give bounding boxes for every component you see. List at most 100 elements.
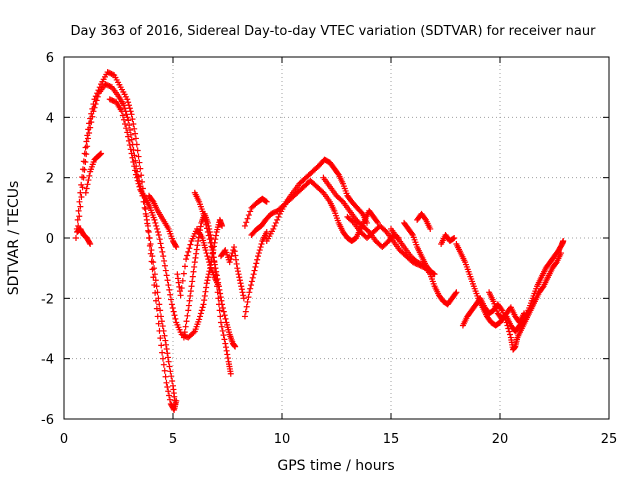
data-point — [191, 259, 198, 266]
data-point — [274, 216, 281, 223]
data-point — [156, 236, 163, 243]
data-point — [176, 288, 183, 295]
data-point — [249, 274, 256, 281]
data-point — [76, 198, 83, 205]
data-point — [120, 116, 127, 123]
data-point — [141, 204, 148, 211]
data-point — [520, 310, 527, 317]
data-point — [221, 336, 228, 343]
data-point — [552, 260, 559, 267]
data-point — [165, 388, 172, 395]
data-point — [124, 129, 131, 136]
data-point — [154, 228, 161, 235]
data-point — [205, 232, 212, 239]
data-point — [201, 292, 208, 299]
data-point — [233, 256, 240, 263]
data-point — [122, 120, 129, 127]
data-point — [422, 215, 429, 222]
data-point — [152, 277, 159, 284]
data-point — [205, 256, 212, 263]
data-point — [238, 286, 245, 293]
data-point — [227, 370, 234, 377]
data-point — [159, 248, 166, 255]
data-point — [238, 283, 245, 290]
data-point — [153, 305, 160, 312]
data-point — [164, 350, 171, 357]
data-point — [216, 286, 223, 293]
data-point — [75, 207, 82, 214]
data-point — [161, 367, 168, 374]
data-point — [159, 349, 166, 356]
data-point — [218, 297, 225, 304]
data-point — [103, 81, 110, 88]
data-point — [194, 242, 201, 249]
data-point — [228, 253, 235, 260]
data-point — [180, 334, 187, 341]
data-point — [219, 222, 226, 229]
series-arc-f — [146, 192, 180, 251]
data-point — [135, 180, 142, 187]
chart-title: Day 363 of 2016, Sidereal Day-to-day VTE… — [71, 24, 597, 39]
data-point — [135, 153, 142, 160]
data-point — [200, 301, 207, 308]
data-point — [160, 327, 167, 334]
data-point — [183, 256, 190, 263]
y-tick-label: -2 — [41, 292, 54, 307]
data-point — [232, 343, 239, 350]
series-arc-d — [74, 225, 94, 248]
data-point — [129, 116, 136, 123]
x-tick-label: 15 — [383, 432, 400, 447]
data-point — [248, 282, 255, 289]
data-point — [151, 265, 158, 272]
data-point — [106, 96, 113, 103]
data-point — [232, 252, 239, 259]
data-point — [269, 210, 276, 217]
data-point — [217, 294, 224, 301]
data-point — [163, 341, 170, 348]
data-point — [168, 296, 175, 303]
data-point — [254, 256, 261, 263]
data-point — [165, 282, 172, 289]
data-point — [84, 143, 91, 150]
data-point — [452, 290, 459, 297]
data-point — [128, 150, 135, 157]
data-point — [171, 312, 178, 319]
data-point — [175, 279, 182, 286]
series-arc-a — [72, 69, 180, 413]
data-point — [185, 307, 192, 314]
data-point — [146, 235, 153, 241]
data-point — [77, 189, 84, 196]
data-point — [207, 239, 214, 246]
data-point — [155, 231, 162, 238]
data-point — [431, 271, 438, 278]
data-point — [202, 218, 209, 225]
data-point — [190, 329, 197, 336]
data-point — [248, 278, 255, 285]
data-point — [204, 253, 211, 260]
data-point — [222, 315, 229, 322]
data-point — [186, 297, 193, 304]
data-point — [76, 213, 83, 220]
data-point — [219, 301, 226, 308]
data-point — [430, 270, 437, 277]
data-point — [185, 248, 192, 255]
data-point — [185, 302, 192, 309]
data-point — [164, 354, 171, 361]
data-point — [86, 172, 93, 179]
data-point — [190, 268, 197, 275]
data-point — [245, 294, 252, 301]
data-point — [187, 288, 194, 295]
data-point — [86, 130, 93, 137]
data-point — [211, 257, 218, 264]
data-point — [180, 270, 187, 277]
data-point — [161, 332, 168, 339]
data-point — [149, 197, 156, 204]
data-point — [163, 379, 170, 386]
data-point — [159, 323, 166, 330]
data-point — [72, 235, 79, 241]
data-point — [186, 245, 193, 252]
data-point — [231, 244, 238, 251]
data-point — [83, 138, 90, 145]
data-point — [216, 307, 223, 314]
data-point — [187, 241, 194, 248]
